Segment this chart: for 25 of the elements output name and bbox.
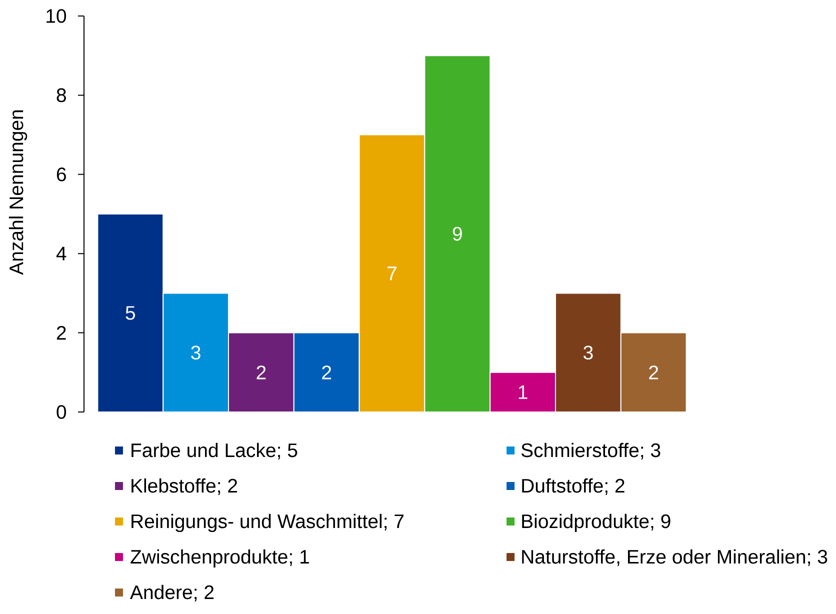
y-tick-label: 0 <box>56 405 66 419</box>
legend-label: Biozidprodukte; 9 <box>522 514 670 532</box>
y-tick-label: 6 <box>56 168 66 182</box>
legend-label: Klebstoffe; 2 <box>132 478 238 496</box>
data-label: 3 <box>584 346 593 360</box>
data-label: 1 <box>518 385 528 399</box>
data-label: 5 <box>126 306 136 320</box>
data-label: 2 <box>256 366 266 380</box>
data-label: 2 <box>322 366 332 380</box>
data-label: 7 <box>388 266 396 280</box>
y-axis-title: Anzahl Nennungen <box>8 110 28 275</box>
legend-label: Reinigungs- und Waschmittel; 7 <box>132 514 404 532</box>
y-tick-label: 4 <box>56 246 66 260</box>
data-label: 9 <box>452 226 462 241</box>
y-tick-label: 8 <box>56 88 66 102</box>
y-tick-label: 10 <box>46 9 66 23</box>
data-label: 3 <box>191 346 200 360</box>
legend-label: Duftstoffe; 2 <box>522 478 624 496</box>
legend-label: Zwischenprodukte; 1 <box>130 549 309 568</box>
data-label: 2 <box>649 366 658 380</box>
legend-label: Andere; 2 <box>130 584 214 602</box>
legend-label: Farbe und Lacke; 5 <box>132 442 298 460</box>
y-tick-label: 2 <box>56 326 66 340</box>
legend-label: Naturstoffe, Erze oder Mineralien; 3 <box>522 549 828 566</box>
legend-label: Schmierstoffe; 3 <box>521 442 660 460</box>
